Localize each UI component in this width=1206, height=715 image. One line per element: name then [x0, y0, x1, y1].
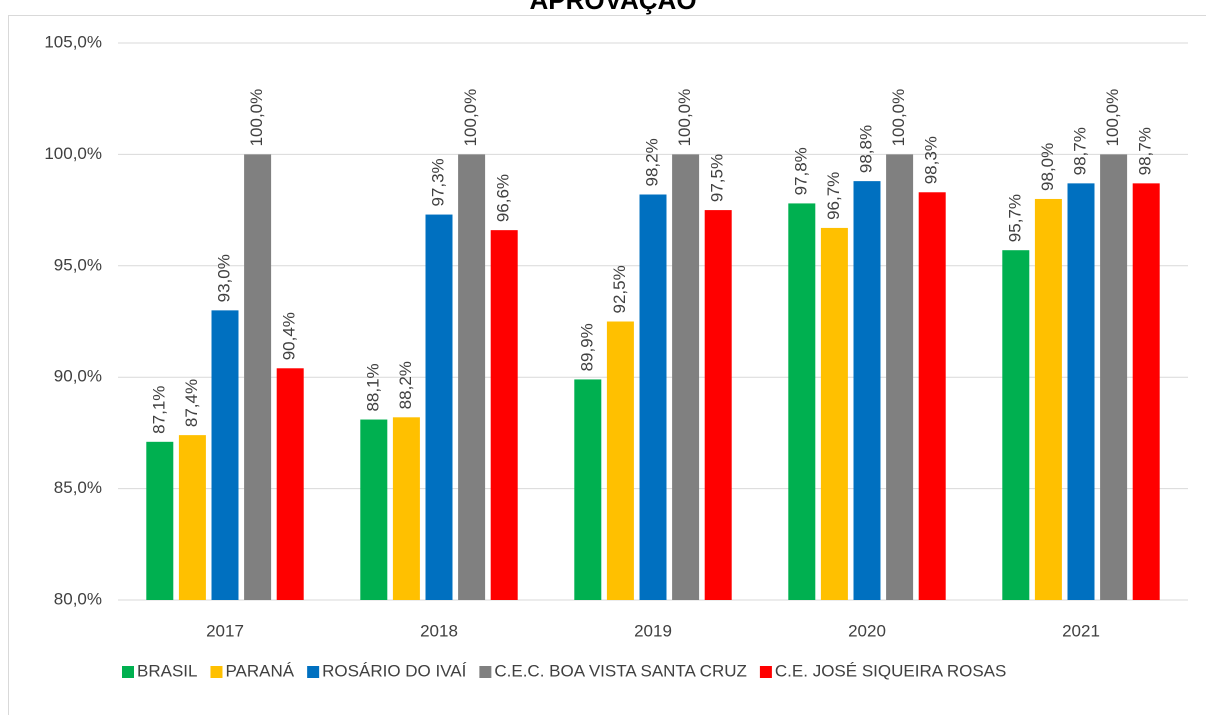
value-label: 98,7%	[1136, 127, 1155, 175]
bar	[672, 154, 700, 600]
legend-swatch	[307, 666, 320, 678]
bar	[1132, 183, 1160, 600]
value-label: 92,5%	[610, 265, 629, 313]
value-label: 98,2%	[642, 138, 661, 186]
legend-label: ROSÁRIO DO IVAÍ	[322, 661, 466, 680]
value-label: 97,5%	[708, 154, 727, 202]
bar	[211, 310, 239, 600]
legend-label: PARANÁ	[225, 661, 294, 680]
bar	[639, 194, 667, 600]
chart-frame	[8, 15, 1206, 715]
value-label: 97,8%	[791, 147, 810, 195]
bar	[1100, 154, 1128, 600]
value-label: 100,0%	[675, 89, 694, 147]
legend-label: BRASIL	[137, 661, 197, 680]
x-tick-label: 2017	[206, 621, 244, 640]
bar	[458, 154, 486, 600]
bar	[574, 379, 602, 600]
bar	[425, 214, 453, 600]
value-label: 97,3%	[428, 158, 447, 206]
bar	[788, 203, 816, 600]
value-label: 96,6%	[494, 174, 513, 222]
value-label: 98,3%	[922, 136, 941, 184]
bar	[1002, 250, 1030, 601]
y-tick-label: 105,0%	[44, 32, 102, 51]
value-label: 95,7%	[1005, 194, 1024, 242]
y-tick-label: 100,0%	[44, 144, 102, 163]
value-label: 87,4%	[182, 379, 201, 427]
x-tick-label: 2020	[848, 621, 886, 640]
bar	[276, 368, 304, 600]
value-label: 98,8%	[856, 125, 875, 173]
value-label: 100,0%	[461, 89, 480, 147]
legend-label: C.E.C. BOA VISTA SANTA CRUZ	[494, 661, 747, 680]
value-label: 87,1%	[149, 386, 168, 434]
y-tick-label: 95,0%	[54, 255, 102, 274]
x-tick-label: 2018	[420, 621, 458, 640]
bar	[704, 210, 732, 600]
value-label: 93,0%	[214, 254, 233, 302]
value-label: 88,1%	[363, 363, 382, 411]
bar	[918, 192, 946, 600]
y-tick-label: 90,0%	[54, 367, 102, 386]
legend-swatch	[210, 666, 223, 678]
bar	[820, 227, 848, 600]
value-label: 88,2%	[396, 361, 415, 409]
value-label: 98,0%	[1038, 143, 1057, 191]
y-tick-label: 85,0%	[54, 478, 102, 497]
value-label: 100,0%	[247, 89, 266, 147]
legend-swatch	[479, 666, 492, 678]
value-label: 89,9%	[577, 323, 596, 371]
bar	[178, 435, 206, 600]
value-label: 100,0%	[1103, 89, 1122, 147]
value-label: 100,0%	[889, 89, 908, 147]
value-label: 90,4%	[280, 312, 299, 360]
value-label: 98,7%	[1070, 127, 1089, 175]
bar	[360, 419, 388, 600]
bar	[1067, 183, 1095, 600]
y-tick-label: 80,0%	[54, 589, 102, 608]
bar	[392, 417, 420, 600]
legend-swatch	[122, 666, 134, 678]
bar	[886, 154, 914, 600]
legend-swatch	[759, 666, 772, 678]
legend-label: C.E. JOSÉ SIQUEIRA ROSAS	[775, 661, 1006, 680]
x-tick-label: 2021	[1062, 621, 1100, 640]
chart-title: APROVAÇÃO	[529, 0, 696, 15]
x-tick-label: 2019	[634, 621, 672, 640]
bar	[1034, 198, 1062, 600]
bar	[606, 321, 634, 600]
value-label: 96,7%	[824, 172, 843, 220]
bar	[490, 230, 518, 601]
bar	[244, 154, 272, 600]
bar	[853, 181, 881, 601]
bar	[146, 441, 174, 600]
